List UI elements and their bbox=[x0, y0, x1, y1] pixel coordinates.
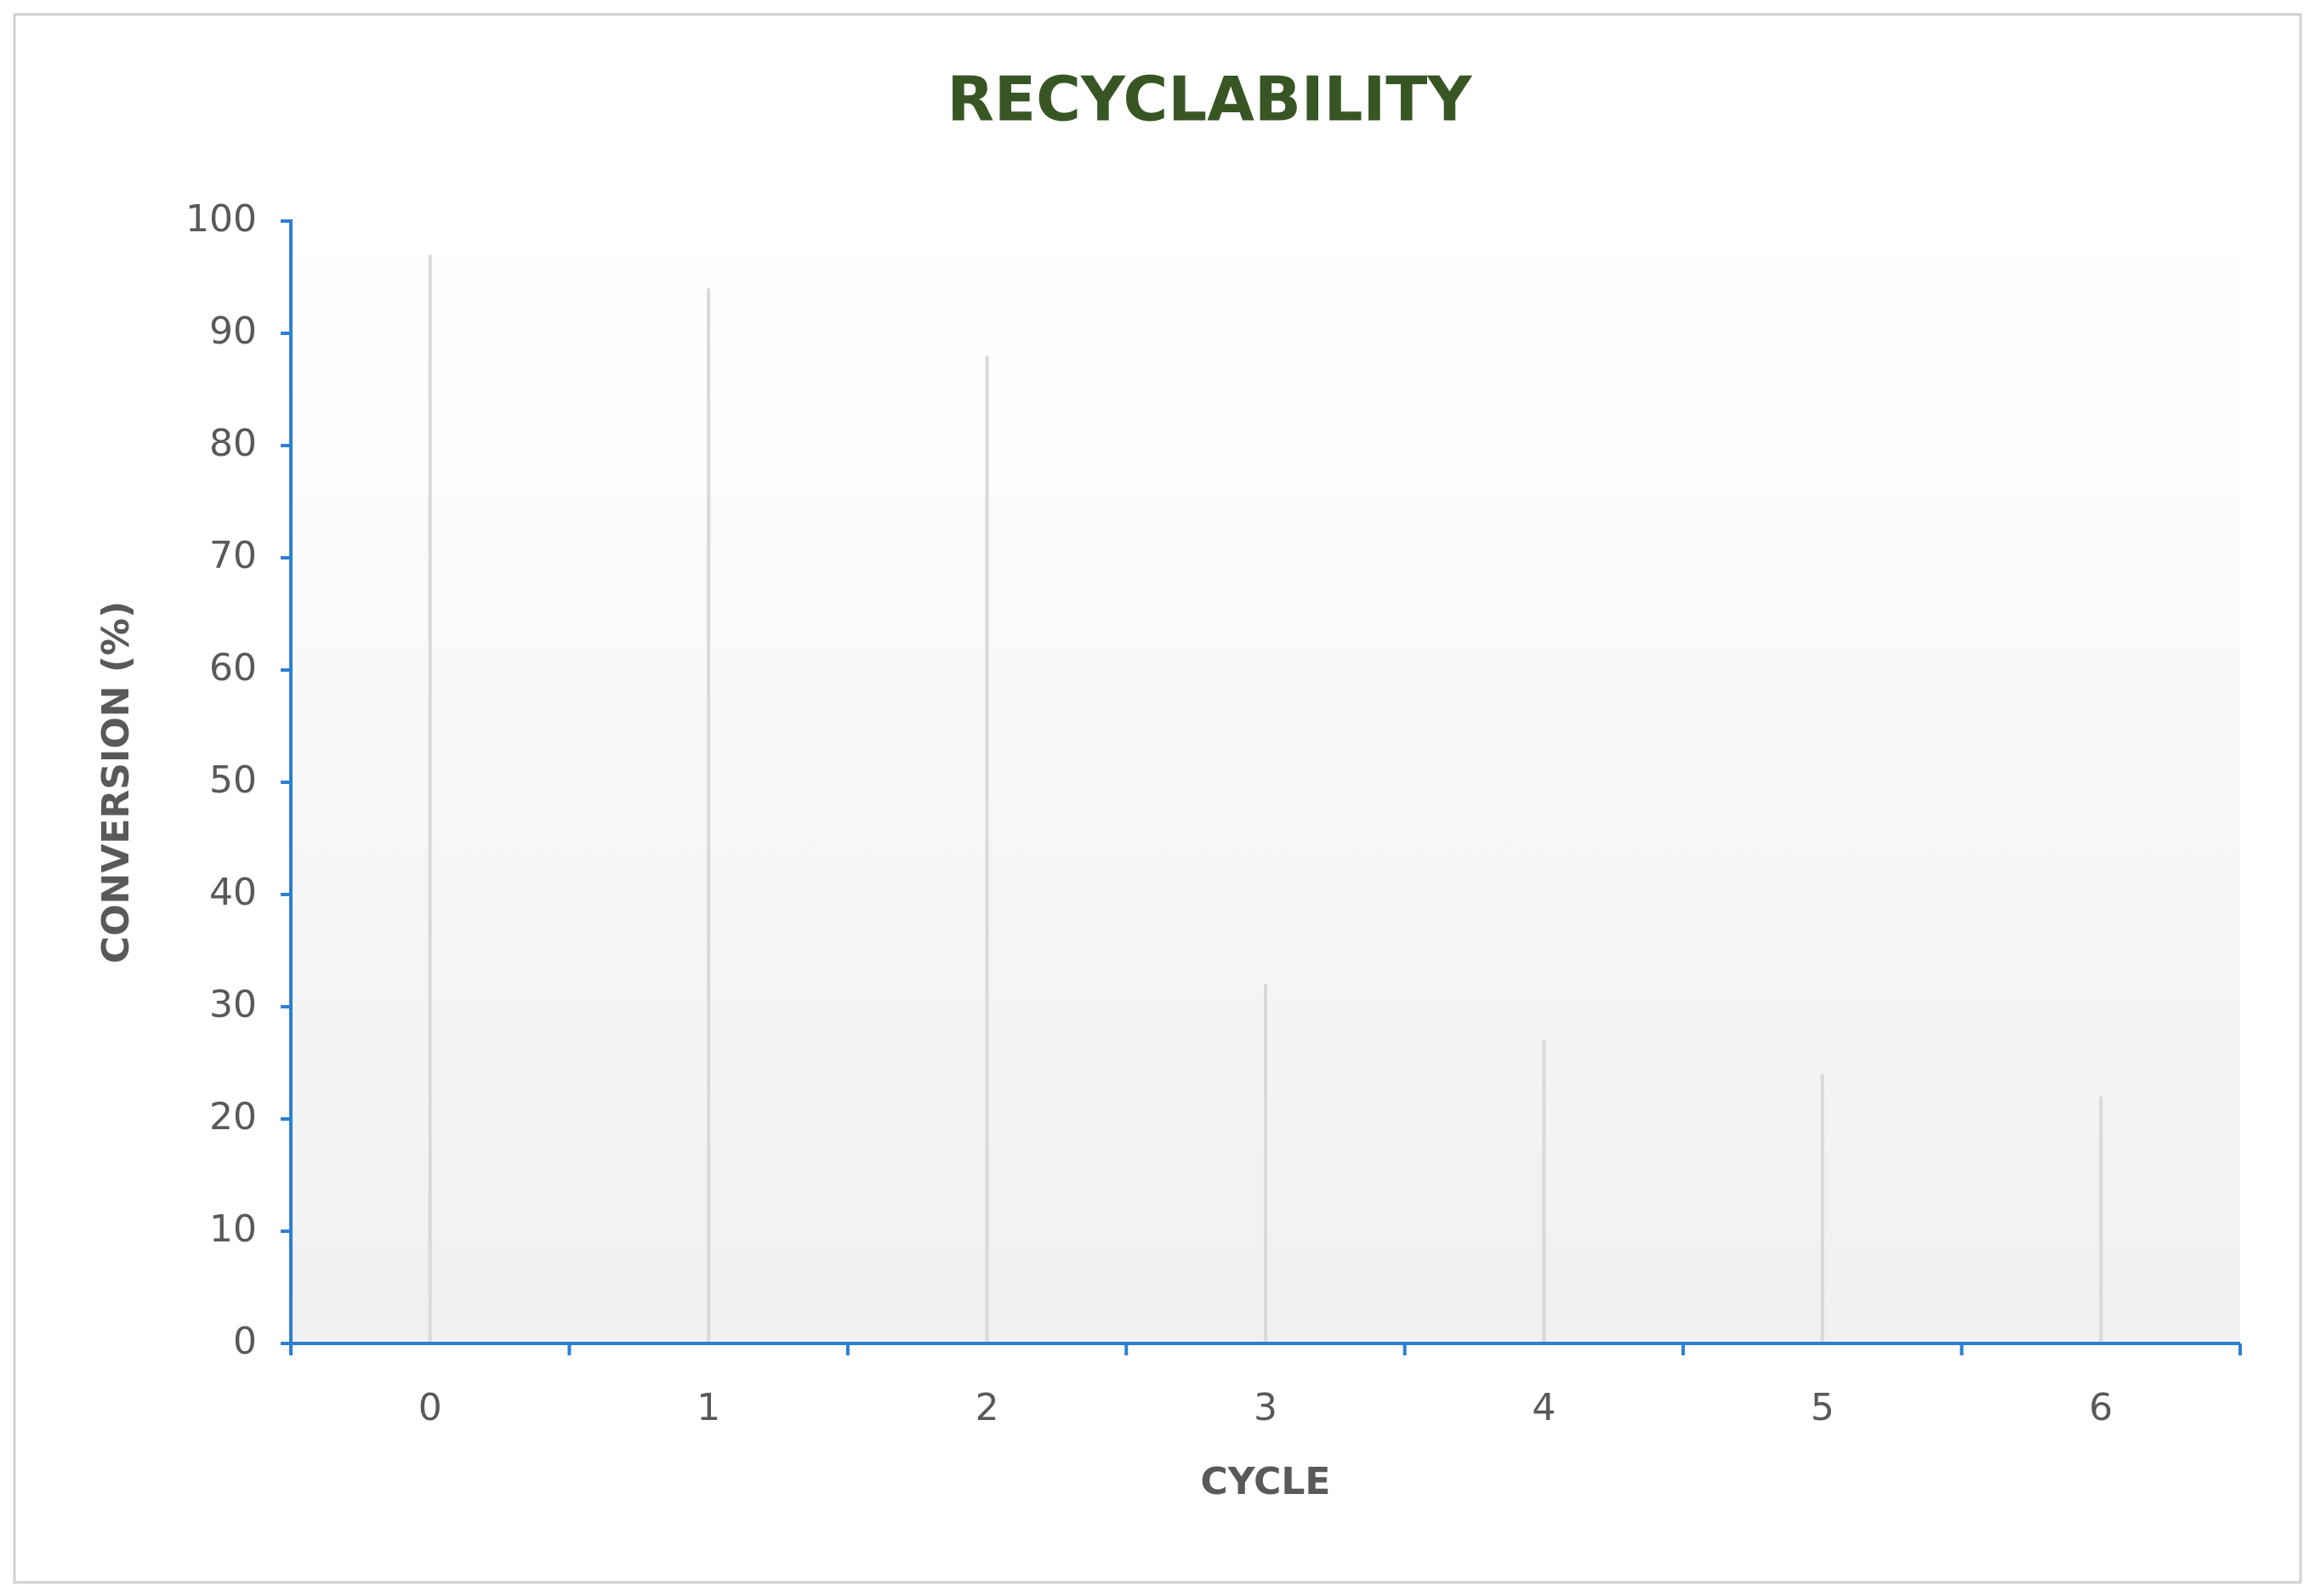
y-tick-label: 20 bbox=[209, 1095, 257, 1139]
y-tick-label: 10 bbox=[209, 1207, 257, 1251]
x-tick-label: 1 bbox=[697, 1386, 720, 1429]
y-tick-label: 0 bbox=[233, 1320, 257, 1363]
x-axis-label: CYCLE bbox=[1201, 1460, 1331, 1503]
y-tick-label: 80 bbox=[209, 422, 257, 465]
y-tick-label: 30 bbox=[209, 983, 257, 1026]
x-tick-label: 6 bbox=[2089, 1386, 2113, 1429]
y-tick-label: 70 bbox=[209, 534, 257, 577]
y-tick-label: 90 bbox=[209, 310, 257, 353]
y-tick-label: 40 bbox=[209, 871, 257, 914]
x-tick-label: 0 bbox=[418, 1386, 442, 1429]
y-tick-label: 60 bbox=[209, 646, 257, 690]
chart-title: RECYCLABILITY bbox=[947, 64, 1472, 135]
x-tick-label: 4 bbox=[1532, 1386, 1556, 1429]
x-tick-label: 2 bbox=[975, 1386, 999, 1429]
y-tick-label: 100 bbox=[185, 197, 257, 241]
y-axis-label: CONVERSION (%) bbox=[94, 601, 138, 963]
y-tick-label: 50 bbox=[209, 758, 257, 802]
x-tick-label: 5 bbox=[1811, 1386, 1834, 1429]
x-tick-label: 3 bbox=[1254, 1386, 1277, 1429]
